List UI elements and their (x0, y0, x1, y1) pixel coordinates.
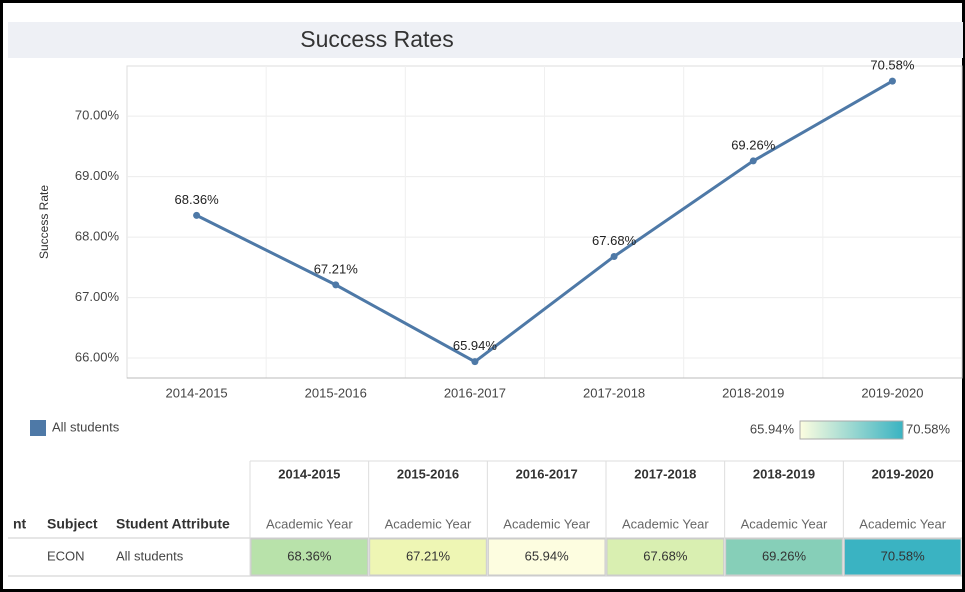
cell-value: 67.21% (406, 548, 451, 563)
col-subheader: Academic Year (503, 516, 590, 531)
col-header: 2019-2020 (872, 466, 934, 481)
col-header: 2018-2019 (753, 466, 815, 481)
col-subheader: Academic Year (859, 516, 946, 531)
cell-bg (250, 538, 369, 576)
point (471, 358, 479, 366)
y-tick-label: 70.00% (75, 108, 120, 123)
data-label: 65.94% (453, 338, 498, 353)
cell-value: 70.58% (881, 548, 926, 563)
col-header: 2016-2017 (516, 466, 578, 481)
point (888, 77, 896, 85)
col-subheader: Academic Year (741, 516, 828, 531)
row-header: Student Attribute (116, 516, 230, 532)
cell-bg (369, 538, 487, 576)
y-tick-label: 68.00% (75, 229, 120, 244)
row-header: Subject (47, 516, 98, 532)
legend-swatch (30, 420, 46, 436)
scale-min: 65.94% (750, 421, 795, 436)
x-tick-label: 2015-2016 (305, 385, 367, 400)
col-subheader: Academic Year (622, 516, 709, 531)
chart-title: Success Rates (300, 26, 453, 52)
col-subheader: Academic Year (385, 516, 472, 531)
cell-bg (843, 538, 962, 576)
y-axis-label: Success Rate (37, 185, 51, 259)
cell-value: 65.94% (525, 548, 570, 563)
point (749, 157, 757, 165)
data-label: 69.26% (731, 137, 776, 152)
x-tick-label: 2016-2017 (444, 385, 506, 400)
col-subheader: Academic Year (266, 516, 353, 531)
y-tick-label: 69.00% (75, 168, 120, 183)
cell-bg (487, 538, 606, 576)
cell-bg (725, 538, 843, 576)
scale-max: 70.58% (906, 421, 951, 436)
cell-subject: ECON (47, 548, 85, 563)
scale-bar (799, 420, 904, 440)
row-header: nt (13, 516, 27, 532)
line (195, 79, 894, 364)
y-tick-label: 66.00% (75, 349, 120, 364)
cell-bg (606, 538, 725, 576)
point (332, 281, 340, 289)
point (610, 252, 618, 260)
col-header: 2017-2018 (634, 466, 696, 481)
x-tick-label: 2017-2018 (583, 385, 645, 400)
cell-attribute: All students (116, 548, 184, 563)
col-header: 2014-2015 (278, 466, 340, 481)
x-tick-label: 2018-2019 (722, 385, 784, 400)
x-tick-label: 2014-2015 (165, 385, 227, 400)
point (193, 211, 201, 219)
cell-value: 67.68% (643, 548, 688, 563)
cell-value: 68.36% (287, 548, 332, 563)
legend-label: All students (52, 419, 120, 434)
data-label: 67.21% (314, 261, 359, 276)
y-tick-label: 67.00% (75, 289, 120, 304)
x-tick-label: 2019-2020 (861, 385, 923, 400)
col-header: 2015-2016 (397, 466, 459, 481)
data-label: 70.58% (870, 58, 915, 73)
data-label: 67.68% (592, 233, 637, 248)
data-label: 68.36% (175, 192, 220, 207)
cell-value: 69.26% (762, 548, 807, 563)
title-bar (8, 22, 963, 58)
